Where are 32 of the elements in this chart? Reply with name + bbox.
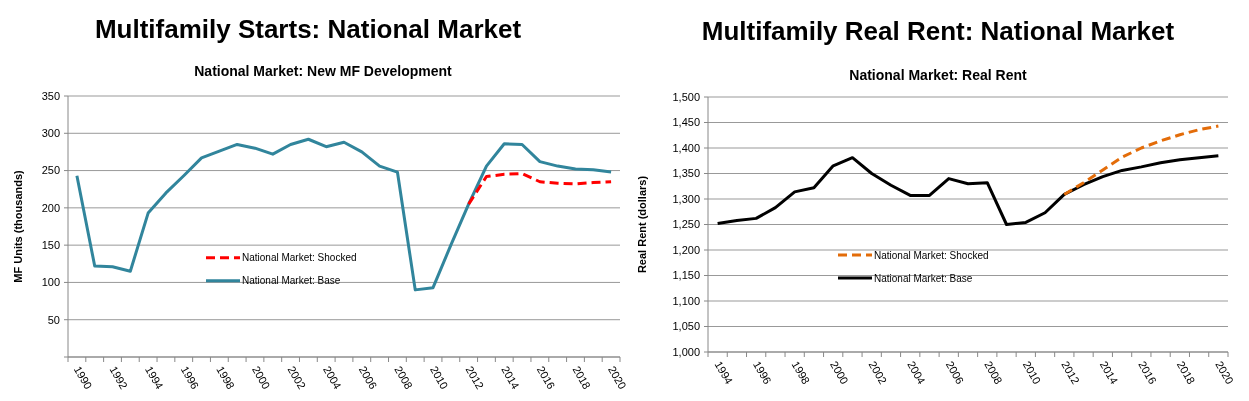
y-axis-title: MF Units (thousands): [12, 169, 24, 283]
y-tick-label: 1,050: [672, 320, 700, 333]
chart-subtitle: National Market: New MF Development: [194, 63, 453, 79]
y-tick-label: 150: [41, 238, 60, 251]
y-tick-label: 1,300: [672, 192, 700, 205]
y-tick-label: 1,250: [672, 218, 700, 231]
y-tick-label: 1,000: [672, 345, 700, 358]
legend-label: National Market: Base: [874, 272, 973, 284]
legend-label: National Market: Shocked: [242, 252, 357, 264]
line-series: [1062, 124, 1220, 196]
line-series: [716, 154, 1220, 226]
legend-label: National Market: Shocked: [874, 249, 989, 261]
chart-title: Multifamily Real Rent: National Market: [701, 16, 1175, 46]
y-tick-label: 1,400: [672, 141, 700, 154]
y-tick-label: 1,100: [672, 294, 700, 307]
y-axis-title: Real Rent (dollars): [636, 175, 648, 274]
y-tick-label: 300: [41, 127, 60, 140]
y-tick-label: 1,350: [672, 167, 700, 180]
chart-subtitle: National Market: Real Rent: [849, 67, 1028, 83]
y-tick-label: 1,200: [672, 243, 700, 256]
legend-label: National Market: Base: [242, 275, 341, 287]
y-tick-label: 100: [41, 276, 60, 289]
y-tick-label: 200: [41, 201, 60, 214]
line-series: [467, 172, 613, 206]
line-series: [75, 137, 613, 292]
y-tick-label: 1,500: [672, 90, 700, 103]
chart-title: Multifamily Starts: National Market: [94, 14, 522, 44]
y-tick-label: 250: [41, 164, 60, 177]
y-tick-label: 50: [47, 313, 60, 326]
y-tick-label: 1,450: [672, 116, 700, 129]
y-tick-label: 1,150: [672, 269, 700, 282]
y-tick-label: 350: [41, 89, 60, 102]
